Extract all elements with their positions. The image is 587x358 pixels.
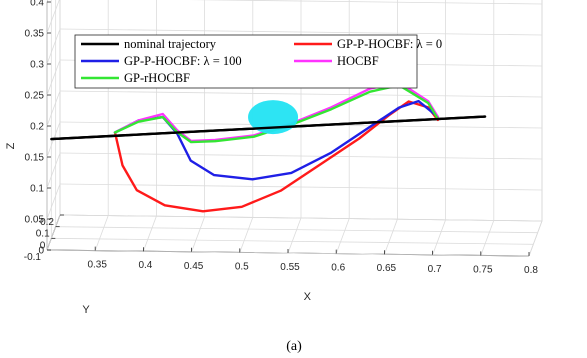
- y-grid-line: [51, 237, 534, 245]
- y-tick-label: -0.1: [24, 252, 42, 263]
- y-grid-line: [55, 226, 538, 234]
- obstacle-ellipsoid: [248, 100, 299, 135]
- x-tick-label: 0.5: [235, 261, 249, 272]
- x-grid-line: [528, 220, 543, 257]
- x-tick-label: 0.55: [280, 262, 300, 273]
- z-tick-label: 0.15: [25, 153, 45, 164]
- legend: nominal trajectory GP-P-HOCBF: λ = 100 GP-…: [74, 34, 442, 89]
- z-grid-line: [46, 183, 61, 220]
- x-tick-label: 0.35: [87, 260, 107, 271]
- y-tick-label: 0.1: [36, 229, 50, 240]
- x-grid-line: [432, 219, 446, 255]
- x-grid-line: [94, 215, 109, 251]
- z-grid-line: [46, 59, 61, 96]
- y-tick-label: 0: [40, 240, 46, 251]
- x-tick-label: 0.45: [184, 261, 204, 272]
- z-grid-line: [46, 152, 61, 189]
- z-tick-label: 0.4: [30, 0, 44, 9]
- z-tick-label: 0.35: [25, 29, 45, 40]
- z-tick-label: 0: [38, 246, 44, 257]
- x-grid-line: [335, 218, 350, 254]
- z-tick-label: 0.3: [30, 60, 44, 71]
- z-tick-label: 0.1: [30, 184, 44, 195]
- legend-label: GP-rHOCBF: [124, 71, 190, 85]
- x-grid-line: [384, 219, 398, 255]
- legend-label: nominal trajectory: [124, 37, 217, 51]
- legend-label: GP-P-HOCBF: λ = 0: [337, 37, 442, 51]
- series-line-1: [113, 100, 439, 213]
- figure-caption: (a): [286, 339, 302, 354]
- series-line-nominal-overlay: [51, 115, 486, 141]
- legend-box: [74, 34, 418, 89]
- z-tick-label: 0.2: [30, 122, 44, 133]
- x-tick-label: 0.75: [473, 264, 493, 275]
- tick-labels: 0 0.05 0.1 0.15 0.2 0.25 0.3 0.35 0.4 0.35 0.4 0.45…: [24, 0, 539, 276]
- x-grid-line: [239, 217, 254, 253]
- z-tick-label: 0.25: [25, 91, 45, 102]
- x-tick-label: 0.65: [377, 263, 397, 274]
- z-axis-label: Z: [5, 142, 17, 149]
- x-grid-line: [480, 220, 495, 256]
- y-tick-label: 0.2: [40, 217, 54, 228]
- y-axis-label: Y: [82, 304, 90, 316]
- x-tick-label: 0.7: [428, 264, 442, 275]
- y-grid-line: [59, 214, 543, 222]
- x-tick-label: 0.6: [331, 263, 345, 274]
- z-grid-line: [46, 0, 60, 34]
- z-grid-line: [46, 214, 61, 251]
- x-tick-label: 0.8: [524, 265, 538, 276]
- z-grid-line: [46, 90, 61, 127]
- z-tick-label: 0.05: [25, 215, 45, 226]
- x-grid-line: [191, 216, 205, 252]
- legend-label: HOCBF: [337, 54, 379, 68]
- x-axis-label: X: [304, 291, 312, 303]
- x-tick-label: 0.4: [138, 260, 152, 271]
- x-grid-line: [143, 216, 157, 252]
- plot-area: [50, 81, 487, 213]
- z-grid-line: [46, 28, 61, 65]
- legend-label: GP-P-HOCBF: λ = 100: [124, 54, 242, 68]
- x-grid-line: [287, 217, 302, 254]
